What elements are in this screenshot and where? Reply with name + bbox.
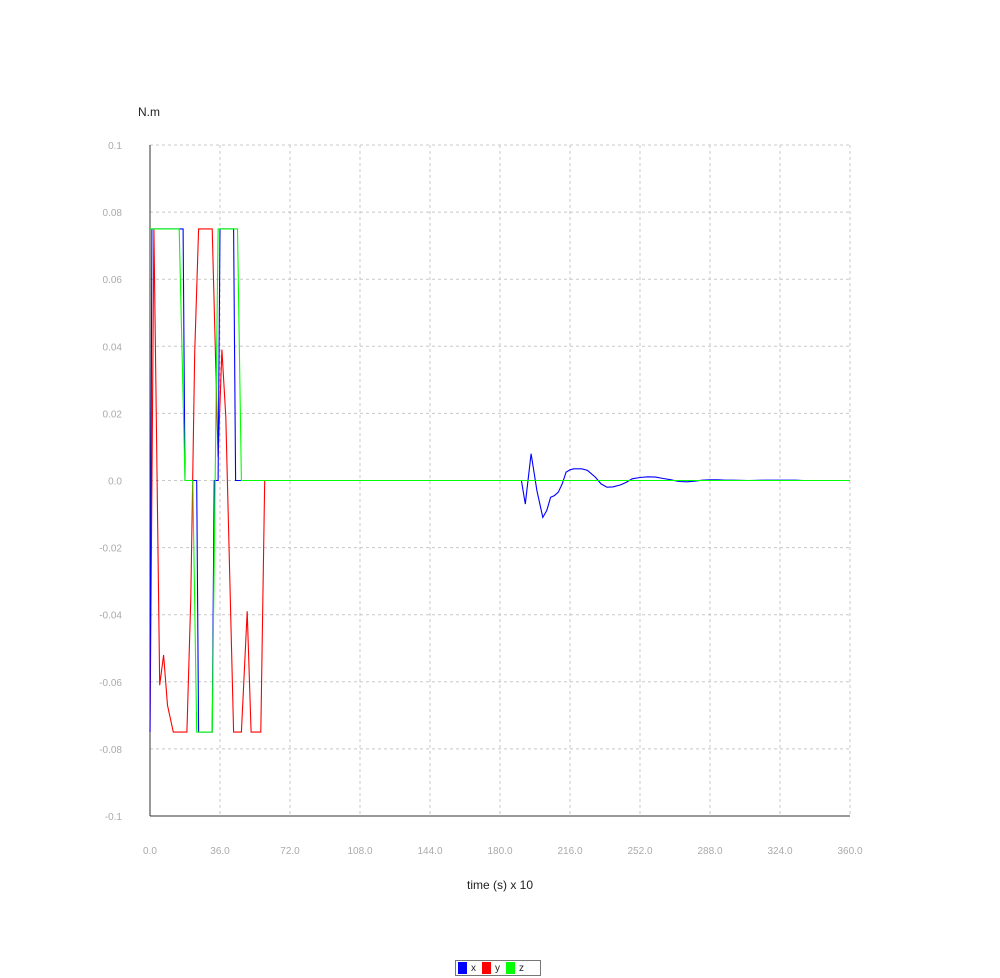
series-line-y — [149, 228, 850, 733]
x-tick-label: 36.0 — [210, 846, 230, 857]
x-tick-label: 108.0 — [347, 846, 372, 857]
y-tick-label: -0.04 — [99, 611, 122, 622]
y-tick-label: -0.1 — [105, 812, 123, 823]
y-axis-label: N.m — [138, 105, 160, 119]
y-tick-label: 0.06 — [103, 275, 123, 286]
y-tick-label: 0.02 — [103, 409, 123, 420]
x-tick-label: 72.0 — [280, 846, 300, 857]
x-tick-label: 216.0 — [557, 846, 582, 857]
y-tick-label: -0.06 — [99, 678, 122, 689]
legend-label-x: x — [471, 962, 476, 974]
x-tick-labels: 0.0 36.0 72.0 108.0 144.0 180.0 216.0 252.0 288.… — [143, 846, 863, 857]
legend-swatch-y — [482, 962, 491, 974]
legend-item-z: z — [506, 962, 524, 974]
x-tick-label: 144.0 — [417, 846, 442, 857]
legend: x y z — [455, 960, 541, 976]
legend-label-y: y — [495, 962, 500, 974]
x-tick-label: 324.0 — [767, 846, 792, 857]
x-tick-label: 0.0 — [143, 846, 157, 857]
series-line-x — [149, 228, 850, 733]
legend-swatch-z — [506, 962, 515, 974]
x-tick-label: 288.0 — [697, 846, 722, 857]
legend-item-x: x — [458, 962, 476, 974]
y-tick-labels: 0.1 0.08 0.06 0.04 0.02 0.0 -0.02 -0.04 -0.06 -0.… — [99, 141, 122, 823]
series-line-z — [150, 228, 850, 733]
x-axis-label: time (s) x 10 — [467, 878, 533, 892]
y-tick-label: 0.1 — [108, 141, 122, 152]
x-tick-label: 360.0 — [837, 846, 862, 857]
legend-swatch-x — [458, 962, 467, 974]
series-lines — [149, 228, 850, 733]
legend-label-z: z — [519, 962, 524, 974]
y-tick-label: -0.02 — [99, 544, 122, 555]
y-tick-label: 0.0 — [108, 477, 122, 488]
legend-item-y: y — [482, 962, 500, 974]
y-tick-label: 0.08 — [103, 208, 123, 219]
x-tick-label: 252.0 — [627, 846, 652, 857]
y-tick-label: 0.04 — [103, 342, 123, 353]
x-tick-label: 180.0 — [487, 846, 512, 857]
y-tick-label: -0.08 — [99, 745, 122, 756]
